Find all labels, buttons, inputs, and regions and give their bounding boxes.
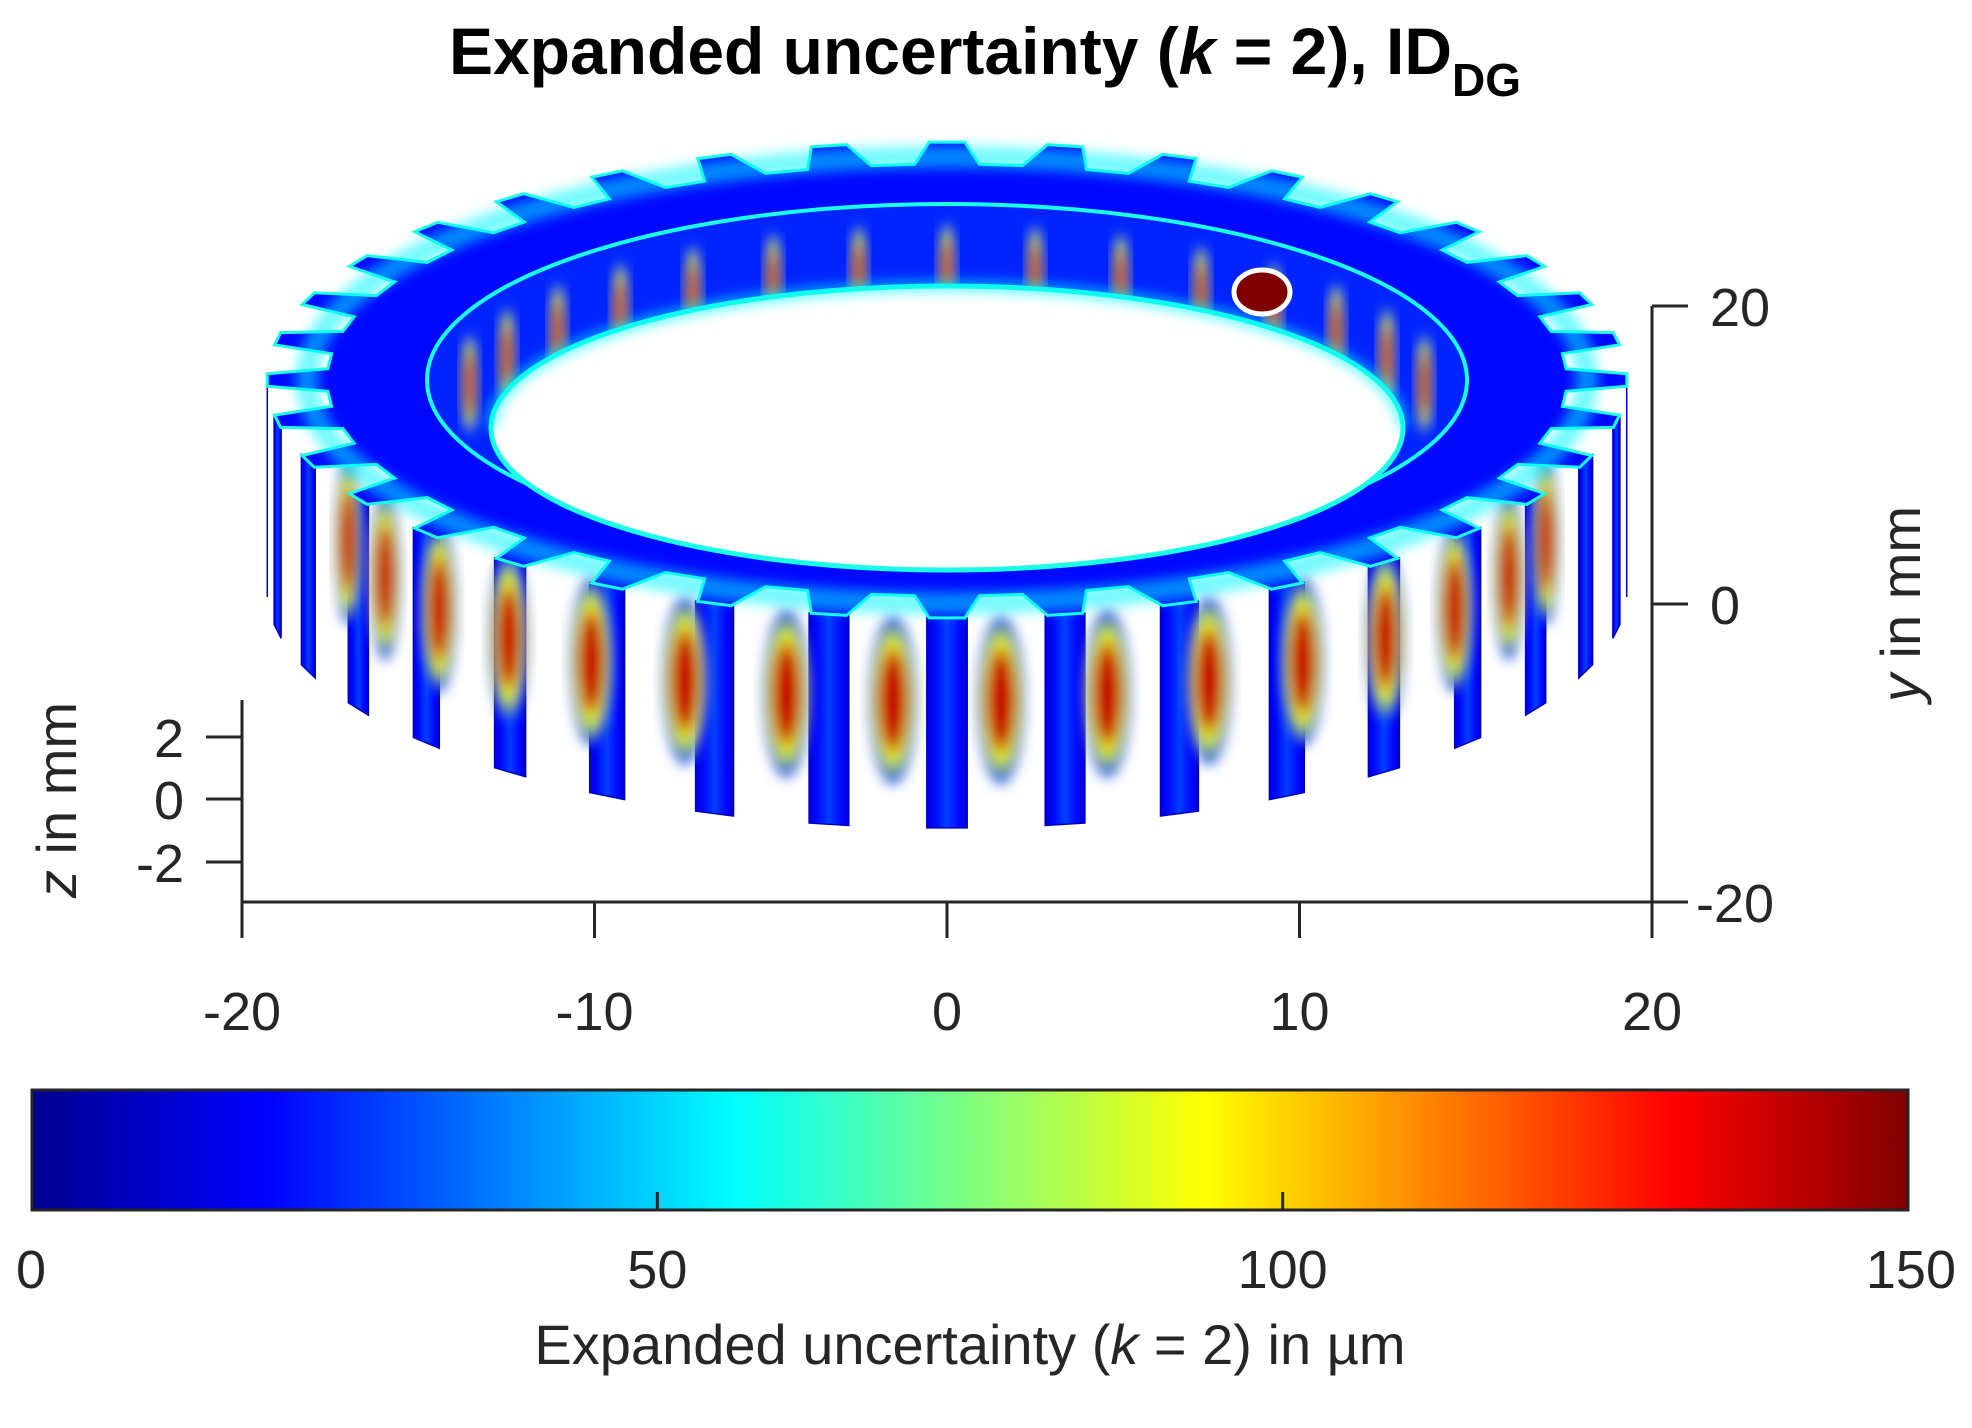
gear-tooth-side	[926, 617, 968, 829]
z-axis-ticks: 2 0 -2	[136, 709, 242, 894]
bore-far-edge	[486, 281, 1408, 429]
x-axis-ticks: -20 -10 0 10 20	[203, 902, 1682, 1042]
gear-tooth-side	[273, 414, 282, 639]
gear-surface	[265, 140, 1629, 829]
inner-gap-hotspot	[1415, 331, 1434, 436]
gap-hotspot	[1532, 456, 1560, 625]
gap-hotspot	[763, 609, 811, 778]
gear-tooth-side	[1044, 612, 1086, 827]
gap-hotspot	[662, 596, 708, 765]
z-tick-label: -2	[136, 834, 184, 894]
colorbar-tick-label: 150	[1866, 1240, 1956, 1300]
gear-tooth-side	[1612, 414, 1621, 639]
gap-hotspot	[488, 553, 529, 722]
x-tick-label: 10	[1269, 982, 1329, 1042]
x-tick-label: -20	[203, 982, 281, 1042]
gap-hotspot	[569, 577, 613, 746]
axes: -20 -10 0 10 20 20 0 -20 2 0 -2 y in mm	[25, 278, 1932, 1042]
colorbar-gradient-bar	[30, 1088, 1910, 1212]
gap-hotspot	[334, 456, 362, 625]
x-tick-label: -10	[555, 982, 633, 1042]
colorbar-ticks: 0 50 100 150	[16, 1192, 1956, 1300]
x-tick-label: 20	[1622, 982, 1682, 1042]
gap-hotspot	[1365, 553, 1406, 722]
colorbar: 0 50 100 150 Expanded uncertainty (k = 2) i…	[16, 1088, 1956, 1376]
colorbar-tick-label: 50	[627, 1240, 687, 1300]
z-tick-label: 2	[154, 709, 184, 769]
gap-hotspot	[869, 616, 917, 785]
defect-spot	[1231, 267, 1293, 317]
gap-hotspot	[421, 524, 458, 693]
gap-hotspot	[369, 492, 402, 661]
x-tick-label: 0	[932, 982, 962, 1042]
gear-tooth-side	[808, 612, 850, 827]
y-tick-label: 20	[1710, 278, 1770, 338]
gap-hotspot	[1186, 596, 1232, 765]
y-tick-label: -20	[1696, 874, 1774, 934]
gear-tooth-side	[1578, 452, 1594, 680]
colorbar-tick-label: 0	[16, 1240, 46, 1300]
y-tick-label: 0	[1710, 576, 1740, 636]
tip-band	[296, 146, 1598, 614]
chart-title: Expanded uncertainty (k = 2), IDDG	[449, 14, 1521, 106]
gear-tooth-side	[300, 452, 316, 680]
colorbar-label: Expanded uncertainty (k = 2) in µm	[534, 1313, 1405, 1376]
z-axis-label: z in mm	[25, 702, 88, 899]
gap-hotspot	[977, 616, 1025, 785]
colorbar-tick-label: 100	[1238, 1240, 1328, 1300]
gap-hotspot	[1083, 609, 1131, 778]
y-axis-label: y in mm	[1869, 506, 1932, 706]
inner-gap-hotspot	[460, 331, 479, 436]
gap-hotspot	[1436, 524, 1473, 693]
z-tick-label: 0	[154, 771, 184, 831]
y-axis-ticks: 20 0 -20	[1652, 278, 1774, 934]
gap-hotspot	[1492, 492, 1525, 661]
gap-hotspot	[1281, 577, 1325, 746]
